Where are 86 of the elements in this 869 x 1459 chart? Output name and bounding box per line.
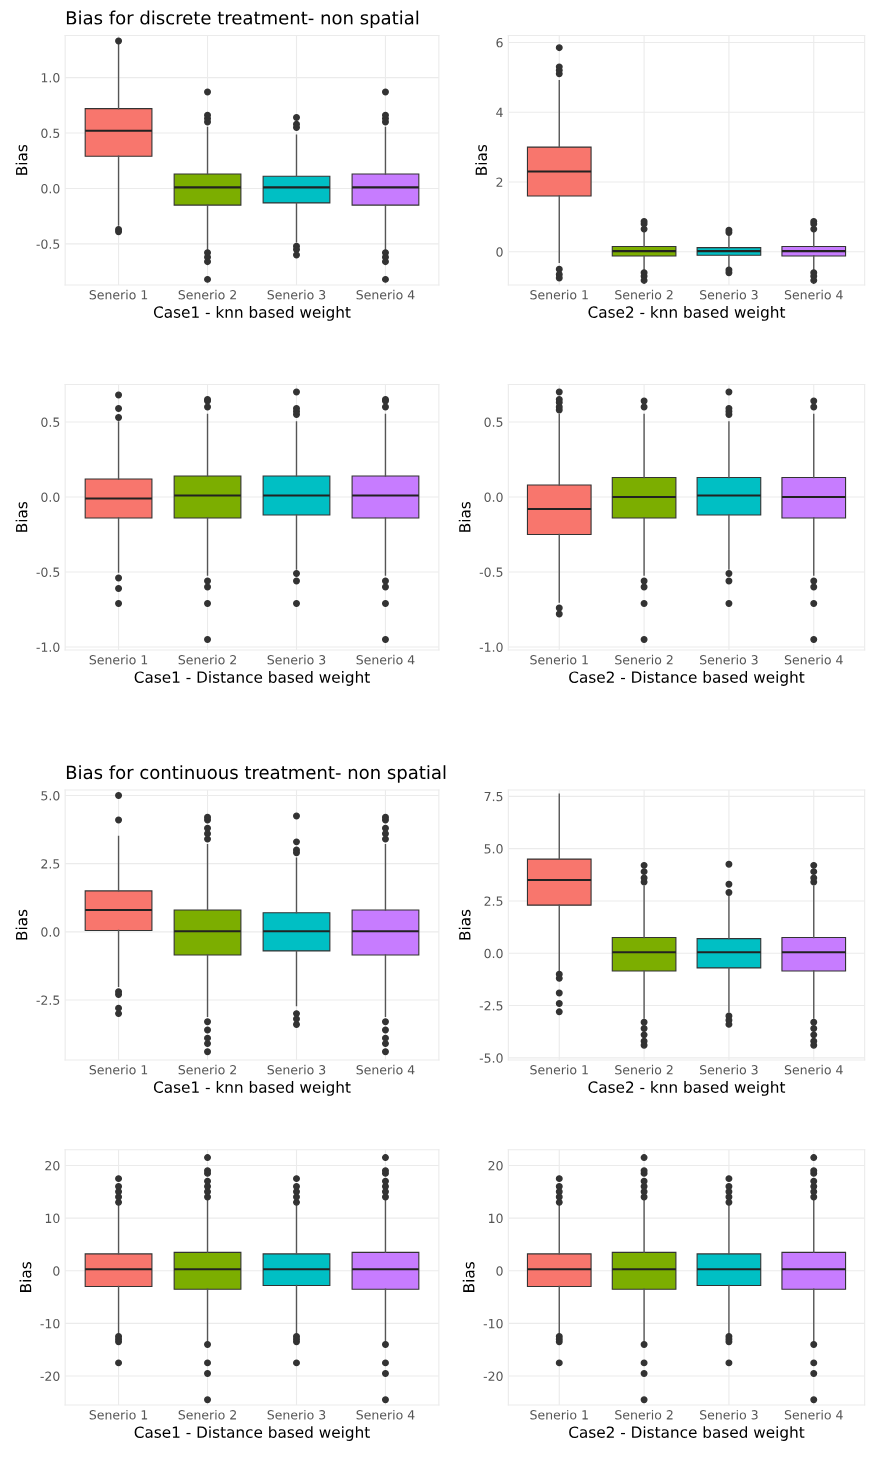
x-tick-label: Senerio 1 [89, 1409, 148, 1420]
x-tick-label: Senerio 4 [784, 1064, 843, 1075]
x-tick-label: Senerio 2 [615, 1409, 673, 1420]
y-tick-label: -1.0 [36, 642, 60, 652]
x-tick-label: Senerio 2 [615, 654, 673, 665]
chart-title: Bias for continuous treatment- non spatial [66, 765, 446, 783]
x-tick-label: Senerio 4 [784, 654, 843, 665]
x-tick-label: Senerio 2 [178, 1409, 236, 1420]
y-tick-label: 0.5 [41, 128, 60, 138]
y-tick-label: -2.5 [479, 1001, 503, 1011]
y-tick-label: 0.5 [484, 417, 503, 427]
y-axis-title: Bias [475, 144, 488, 175]
y-tick-label: 7.5 [484, 791, 503, 802]
y-tick-label: -0.5 [36, 239, 60, 249]
y-tick-label: 20 [45, 1160, 60, 1171]
y-tick-label: 2.5 [484, 896, 503, 906]
y-tick-label: -20 [40, 1371, 60, 1381]
y-axis-title: Bias [15, 501, 28, 532]
x-axis-title: Case1 - knn based weight [153, 1081, 351, 1096]
x-tick-label: Senerio 3 [700, 1064, 758, 1075]
x-tick-label: Senerio 3 [267, 1409, 326, 1420]
x-axis-title: Case2 - Distance based weight [569, 1426, 805, 1441]
y-tick-label: -2.5 [36, 995, 60, 1005]
x-tick-label: Senerio 1 [530, 654, 588, 665]
y-tick-label: 2.5 [41, 859, 60, 869]
y-tick-label: 0.0 [41, 183, 60, 194]
x-tick-label: Senerio 1 [89, 1064, 148, 1075]
y-tick-label: 0.0 [41, 927, 60, 937]
x-tick-label: Senerio 4 [356, 289, 415, 300]
y-tick-label: -0.5 [36, 567, 60, 577]
y-tick-label: -1.0 [479, 642, 503, 652]
y-axis-title: Bias [15, 144, 28, 175]
y-tick-label: 0 [496, 247, 503, 257]
x-tick-label: Senerio 3 [267, 654, 326, 665]
x-tick-label: Senerio 3 [700, 1409, 758, 1420]
x-tick-label: Senerio 3 [700, 654, 758, 665]
y-tick-label: 1.0 [41, 73, 60, 83]
x-tick-label: Senerio 4 [356, 1409, 415, 1420]
x-axis-title: Case1 - Distance based weight [134, 1426, 370, 1441]
x-axis-title: Case1 - knn based weight [153, 306, 351, 321]
y-tick-label: 0 [53, 1266, 60, 1276]
y-tick-label: -10 [483, 1318, 503, 1329]
x-tick-label: Senerio 1 [530, 1064, 588, 1075]
x-tick-label: Senerio 2 [178, 289, 236, 300]
x-tick-label: Senerio 3 [267, 1064, 326, 1075]
chart-title: Bias for discrete treatment- non spatial [66, 10, 419, 29]
y-tick-label: 0.0 [484, 492, 503, 502]
x-tick-label: Senerio 4 [356, 1064, 415, 1075]
y-tick-label: 2 [496, 177, 503, 187]
x-tick-label: Senerio 2 [178, 1064, 236, 1075]
y-tick-label: 6 [496, 37, 503, 48]
x-tick-label: Senerio 3 [700, 289, 758, 300]
y-tick-label: 10 [488, 1213, 503, 1224]
y-axis-title: Bias [458, 909, 471, 940]
x-tick-label: Senerio 3 [267, 289, 326, 300]
y-tick-label: -10 [40, 1318, 60, 1329]
x-axis-title: Case2 - knn based weight [588, 1081, 786, 1096]
x-tick-label: Senerio 2 [615, 1064, 673, 1075]
x-axis-title: Case2 - knn based weight [588, 306, 786, 321]
y-axis-title: Bias [458, 501, 471, 532]
x-tick-label: Senerio 4 [784, 1409, 843, 1420]
x-tick-label: Senerio 2 [615, 289, 673, 300]
y-tick-label: 0.5 [41, 417, 60, 427]
x-tick-label: Senerio 1 [530, 1409, 588, 1420]
y-tick-label: 0.0 [41, 492, 60, 502]
y-tick-label: 5.0 [41, 790, 60, 801]
y-tick-label: -0.5 [479, 567, 503, 577]
y-axis-title: Bias [15, 909, 28, 940]
x-axis-title: Case2 - Distance based weight [569, 671, 805, 686]
x-tick-label: Senerio 4 [784, 289, 843, 300]
y-axis-title: Bias [19, 1262, 32, 1292]
x-tick-label: Senerio 1 [89, 289, 148, 300]
x-tick-label: Senerio 1 [530, 289, 588, 300]
y-tick-label: -5.0 [479, 1053, 503, 1063]
x-axis-title: Case1 - Distance based weight [134, 671, 370, 686]
y-tick-label: 4 [496, 107, 503, 117]
x-tick-label: Senerio 4 [356, 654, 415, 665]
y-axis-title: Bias [462, 1262, 475, 1292]
y-tick-label: 10 [45, 1213, 60, 1224]
y-tick-label: -20 [483, 1371, 503, 1381]
y-tick-label: 0 [496, 1266, 503, 1276]
y-tick-label: 0.0 [484, 948, 503, 959]
x-tick-label: Senerio 1 [89, 654, 148, 665]
y-tick-label: 20 [488, 1160, 503, 1171]
y-tick-label: 5.0 [484, 844, 503, 854]
x-tick-label: Senerio 2 [178, 654, 236, 665]
